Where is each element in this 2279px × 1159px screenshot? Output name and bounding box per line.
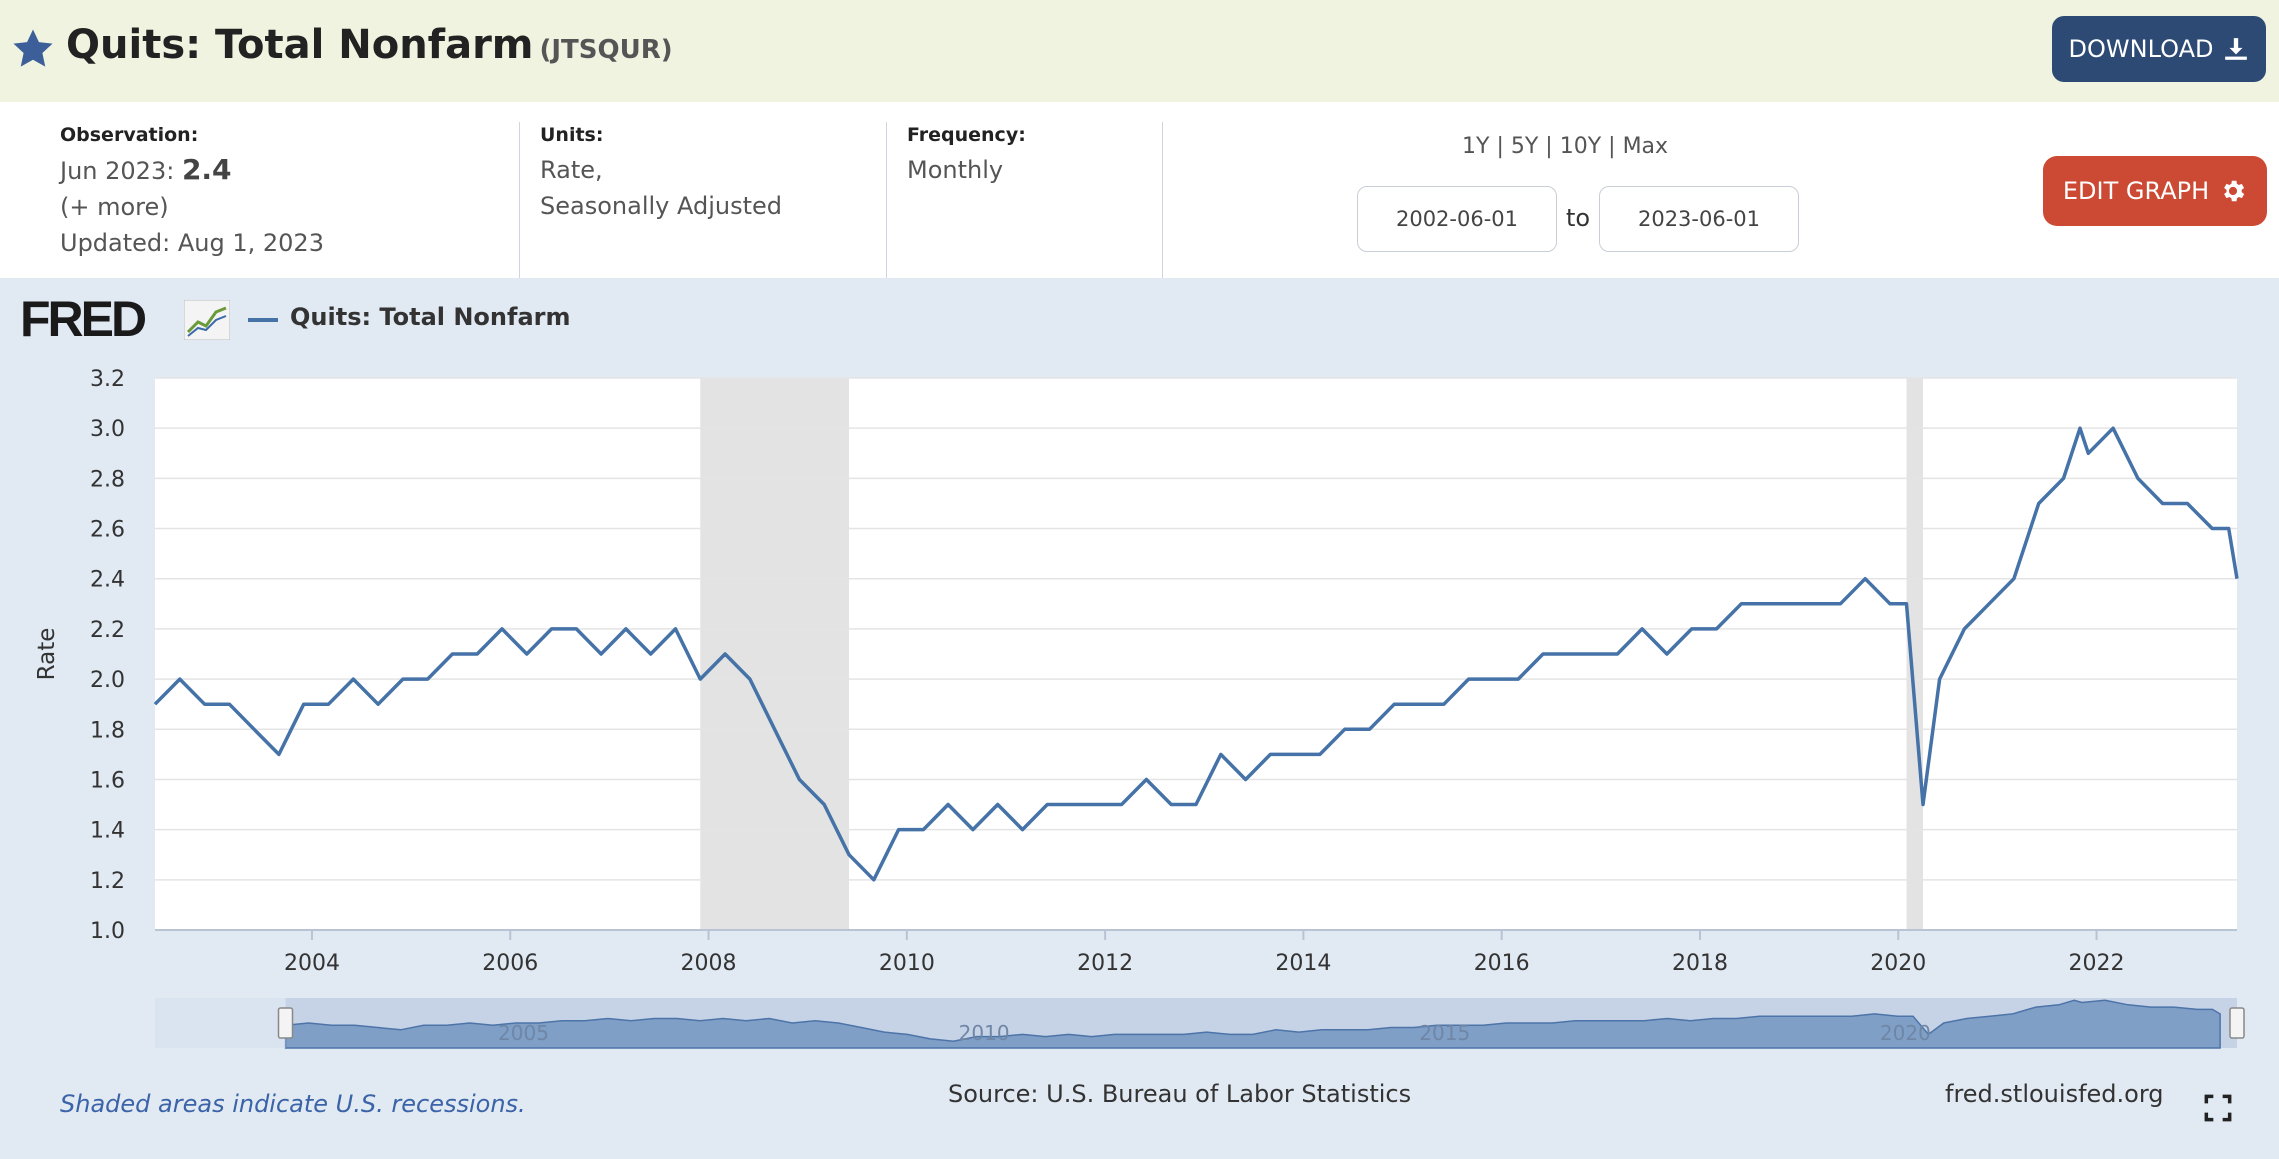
header-bar: Quits: Total Nonfarm (JTSQUR) DOWNLOAD	[0, 0, 2279, 103]
navigator-label: 2015	[1419, 1021, 1470, 1045]
range-selector: 1Y | 5Y | 10Y | Max	[1462, 134, 1668, 159]
navigator-label: 2010	[959, 1021, 1010, 1045]
site-link[interactable]: fred.stlouisfed.org	[1945, 1080, 2164, 1108]
frequency-label: Frequency:	[907, 124, 1026, 146]
x-tick-label: 2014	[1275, 951, 1331, 976]
range-max[interactable]: Max	[1622, 134, 1669, 159]
start-date-input[interactable]: 2002-06-01	[1357, 186, 1557, 252]
download-icon	[2225, 38, 2248, 60]
navigator-label: 2005	[498, 1021, 549, 1045]
observation-value: 2.4	[181, 153, 232, 186]
y-tick-label: 3.2	[90, 367, 125, 392]
range-1y[interactable]: 1Y	[1462, 134, 1490, 159]
range-5y[interactable]: 5Y	[1510, 134, 1539, 159]
divider	[1162, 122, 1163, 278]
navigator-handle[interactable]	[277, 1007, 294, 1039]
y-tick-label: 1.6	[90, 768, 125, 793]
divider	[519, 122, 520, 278]
observation-label: Observation:	[60, 124, 199, 146]
end-date-input[interactable]: 2023-06-01	[1599, 186, 1799, 252]
edit-graph-label: EDIT GRAPH	[2062, 177, 2210, 205]
x-tick-label: 2004	[284, 951, 340, 976]
x-tick-label: 2012	[1077, 951, 1133, 976]
y-tick-label: 2.2	[90, 618, 125, 643]
observation-period: Jun 2023:	[60, 157, 175, 185]
fred-logo: FRED	[20, 291, 147, 347]
info-bar: Observation: Jun 2023: 2.4 (+ more) Upda…	[0, 102, 2279, 278]
y-tick-label: 1.2	[90, 869, 125, 894]
range-separator: |	[1545, 134, 1553, 159]
units-section: Units: Rate, Seasonally Adjusted	[540, 124, 782, 224]
divider	[886, 122, 887, 278]
units-line2: Seasonally Adjusted	[540, 192, 783, 220]
x-tick-label: 2010	[879, 951, 935, 976]
units-label: Units:	[540, 124, 604, 146]
updated-text: Updated: Aug 1, 2023	[60, 229, 324, 257]
y-axis-label: Rate	[34, 628, 60, 681]
legend-label: Quits: Total Nonfarm	[290, 303, 571, 331]
page-title: Quits: Total Nonfarm (JTSQUR)	[66, 22, 673, 68]
series-id: (JTSQUR)	[539, 35, 673, 65]
x-tick-label: 2018	[1672, 951, 1728, 976]
more-link[interactable]: (+ more)	[60, 193, 169, 221]
navigator-mask	[155, 998, 286, 1048]
x-tick-label: 2016	[1474, 951, 1530, 976]
range-10y[interactable]: 10Y	[1559, 134, 1602, 159]
plot-background	[155, 378, 2237, 930]
x-tick-label: 2006	[482, 951, 538, 976]
series-line	[153, 426, 2239, 882]
y-tick-label: 1.4	[90, 819, 125, 844]
legend-swatch	[248, 318, 278, 322]
x-tick-label: 2020	[1870, 951, 1926, 976]
observation-section: Observation: Jun 2023: 2.4 (+ more) Upda…	[60, 124, 324, 261]
x-tick-label: 2008	[681, 951, 737, 976]
range-separator: |	[1496, 134, 1504, 159]
download-label: DOWNLOAD	[2068, 35, 2214, 63]
recession-band	[700, 378, 849, 930]
recession-band	[1906, 378, 1924, 930]
y-tick-label: 2.4	[90, 568, 125, 593]
y-tick-label: 1.8	[90, 718, 125, 743]
source-text: Source: U.S. Bureau of Labor Statistics	[948, 1080, 1412, 1108]
y-tick-label: 2.6	[90, 518, 125, 543]
x-tick-label: 2022	[2069, 951, 2125, 976]
fullscreen-icon[interactable]	[2204, 1094, 2232, 1122]
frequency-section: Frequency: Monthly	[907, 124, 1026, 188]
navigator-label: 2020	[1880, 1021, 1931, 1045]
y-tick-label: 1.0	[90, 919, 125, 944]
observation-line: Jun 2023: 2.4	[60, 152, 324, 189]
to-label: to	[1566, 204, 1591, 232]
range-separator: |	[1608, 134, 1616, 159]
recession-footnote: Shaded areas indicate U.S. recessions.	[60, 1090, 526, 1118]
navigator-series	[284, 999, 2221, 1049]
star-icon[interactable]	[10, 26, 56, 72]
y-tick-label: 2.8	[90, 467, 125, 492]
download-button[interactable]: DOWNLOAD	[2052, 16, 2266, 82]
chart-logo-icon	[184, 300, 230, 340]
frequency-value: Monthly	[907, 156, 1004, 184]
navigator-handle[interactable]	[2229, 1007, 2245, 1039]
series-title: Quits: Total Nonfarm	[66, 22, 534, 68]
y-tick-label: 2.0	[90, 668, 125, 693]
y-tick-label: 3.0	[90, 417, 125, 442]
units-line1: Rate,	[540, 156, 603, 184]
gear-icon	[2224, 180, 2245, 202]
edit-graph-button[interactable]: EDIT GRAPH	[2043, 156, 2267, 226]
